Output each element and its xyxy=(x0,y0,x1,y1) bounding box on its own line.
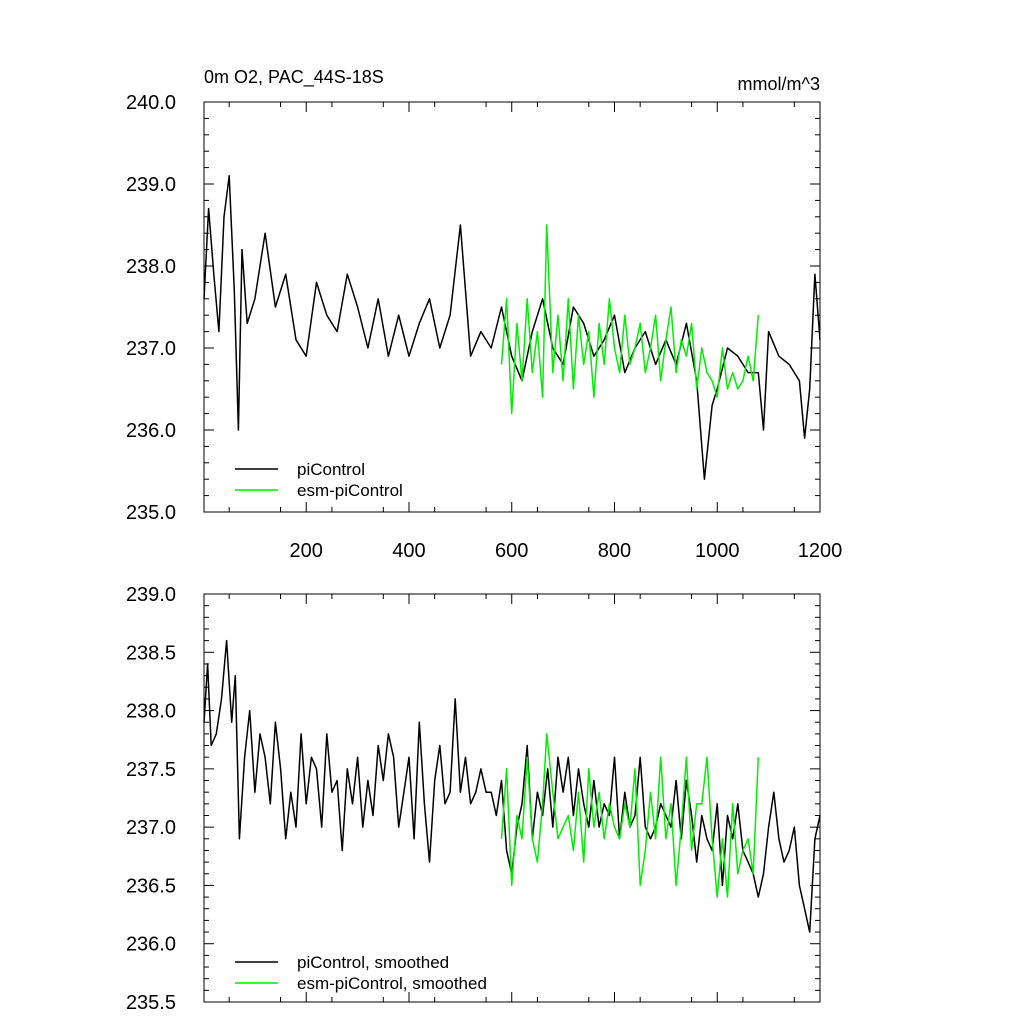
bottom-series-group xyxy=(203,639,821,933)
bottom-plot-frame xyxy=(203,593,821,1003)
y-tick-label: 235.5 xyxy=(126,992,176,1014)
y-tick-label: 237.0 xyxy=(126,338,176,360)
y-tick-label: 236.0 xyxy=(126,934,176,956)
top-series-line-esm-picontrol xyxy=(500,224,760,415)
top-series-group xyxy=(203,175,821,480)
y-tick-label: 238.0 xyxy=(126,256,176,278)
x-tick-label: 400 xyxy=(392,540,425,562)
y-tick-label: 236.0 xyxy=(126,420,176,442)
x-tick-label: 800 xyxy=(598,540,631,562)
top-axes: 200 400 600 800 1000 1200 235.0 236.0 237.0 238.0… xyxy=(126,92,842,562)
y-tick-label: 237.5 xyxy=(126,759,176,781)
legend-label-picontrol-smoothed: piControl, smoothed xyxy=(297,953,449,972)
chart-title: 0m O2, PAC_44S-18S xyxy=(204,67,384,88)
bottom-panel: 235.5 236.0 236.5 237.0 237.5 238.0 238.5 239.0… xyxy=(126,584,821,1014)
legend-label-esm-picontrol-smoothed: esm-piControl, smoothed xyxy=(297,974,487,993)
bottom-axes: 235.5 236.0 236.5 237.0 237.5 238.0 238.5 239.0 xyxy=(126,584,821,1014)
legend-label-picontrol: piControl xyxy=(297,460,365,479)
y-tick-label: 236.5 xyxy=(126,875,176,897)
top-series-line-picontrol xyxy=(203,175,821,480)
x-tick-label: 1000 xyxy=(695,540,740,562)
y-tick-label: 237.0 xyxy=(126,817,176,839)
y-tick-label: 238.0 xyxy=(126,701,176,723)
top-panel: 0m O2, PAC_44S-18S mmol/m^3 200 400 600 800… xyxy=(126,67,842,562)
y-tick-label: 239.0 xyxy=(126,584,176,606)
y-tick-label: 240.0 xyxy=(126,92,176,114)
legend-label-esm-picontrol: esm-piControl xyxy=(297,481,403,500)
top-plot-frame xyxy=(203,101,821,513)
top-legend: piControl esm-piControl xyxy=(235,460,403,500)
y-tick-label: 239.0 xyxy=(126,174,176,196)
units-label: mmol/m^3 xyxy=(738,74,820,94)
x-tick-label: 600 xyxy=(495,540,528,562)
x-tick-label: 1200 xyxy=(798,540,843,562)
bottom-legend: piControl, smoothed esm-piControl, smoot… xyxy=(235,953,487,993)
x-tick-label: 200 xyxy=(290,540,323,562)
y-tick-label: 238.5 xyxy=(126,642,176,664)
bottom-series-line-esm-picontrol-smoothed xyxy=(500,733,760,898)
bottom-series-line-picontrol-smoothed xyxy=(203,639,821,933)
y-tick-label: 235.0 xyxy=(126,502,176,524)
